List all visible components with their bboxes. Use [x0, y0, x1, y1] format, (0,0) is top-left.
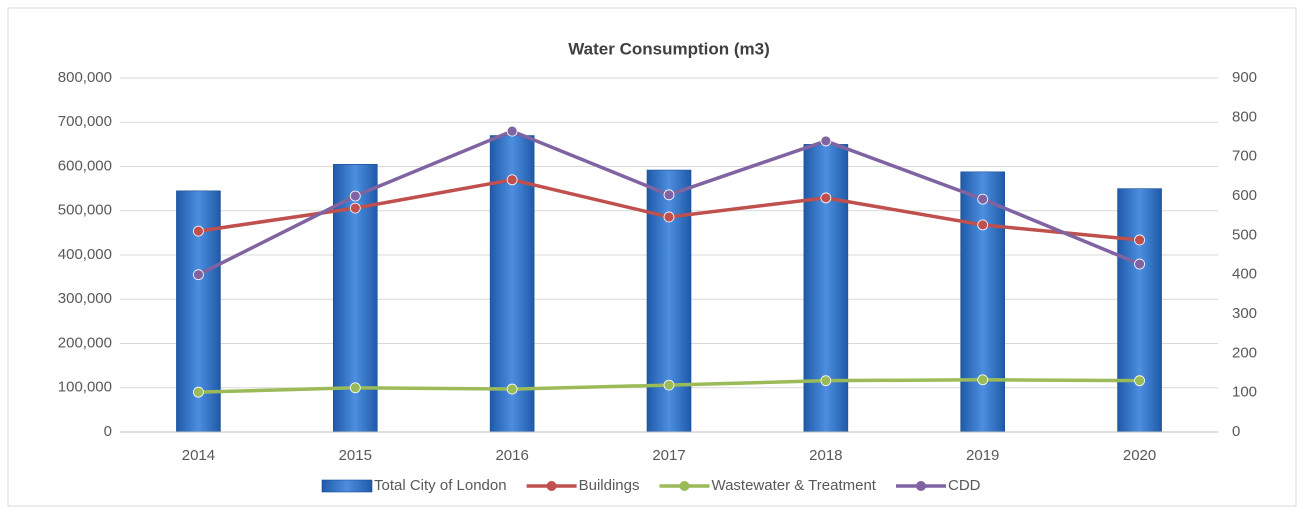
marker	[349, 190, 361, 202]
y-tick-label: 300,000	[58, 290, 112, 307]
marker	[977, 219, 989, 231]
marker	[820, 192, 832, 204]
y2-tick-label: 300	[1232, 305, 1257, 322]
y-tick-label: 500,000	[58, 202, 112, 219]
y2-tick-label: 100	[1232, 384, 1257, 401]
y-tick-label: 600,000	[58, 157, 112, 174]
marker	[663, 211, 675, 223]
y2-tick-label: 500	[1232, 226, 1257, 243]
legend-swatch	[321, 479, 373, 493]
legend-label: CDD	[948, 477, 981, 494]
marker	[349, 382, 361, 394]
bar	[1117, 188, 1162, 433]
y-tick-label: 400,000	[58, 246, 112, 263]
marker	[349, 202, 361, 214]
legend-marker	[546, 481, 557, 491]
x-tick-label: 2017	[652, 447, 685, 464]
marker	[506, 125, 518, 137]
x-tick-label: 2020	[1123, 447, 1156, 464]
x-tick-label: 2019	[966, 447, 999, 464]
marker	[663, 189, 675, 201]
x-tick-label: 2016	[495, 447, 528, 464]
marker	[193, 225, 204, 237]
bar	[646, 169, 692, 433]
y-tick-label: 800,000	[58, 69, 112, 86]
legend-marker	[915, 481, 926, 491]
marker	[193, 269, 204, 281]
legend: Total City of London Buildings Wastewater …	[321, 477, 981, 494]
y-tick-label: 200,000	[58, 334, 112, 351]
y2-tick-label: 800	[1232, 108, 1257, 125]
y2-tick-label: 0	[1232, 423, 1240, 440]
legend-marker	[679, 481, 690, 491]
bar	[803, 144, 849, 433]
chart-title: Water Consumption (m3)	[568, 39, 769, 58]
marker	[1134, 258, 1145, 270]
marker	[977, 374, 989, 386]
y2-tick-label: 600	[1232, 187, 1257, 204]
legend-label: Wastewater & Treatment	[711, 477, 876, 494]
y-tick-label: 0	[104, 423, 112, 440]
x-tick-label: 2014	[182, 447, 215, 464]
marker	[820, 135, 832, 147]
marker	[506, 383, 518, 395]
marker	[977, 193, 989, 205]
marker	[1134, 234, 1145, 246]
y-tick-label: 700,000	[58, 113, 112, 130]
y2-tick-label: 200	[1232, 344, 1257, 361]
y2-tick-label: 700	[1232, 148, 1257, 165]
marker	[506, 174, 518, 186]
marker	[820, 375, 832, 387]
y2-tick-label: 400	[1232, 266, 1257, 283]
y2-tick-label: 900	[1232, 69, 1257, 86]
x-tick-label: 2015	[339, 447, 372, 464]
marker	[1134, 375, 1145, 387]
legend-label: Total City of London	[374, 477, 507, 494]
x-tick-label: 2018	[809, 447, 842, 464]
marker	[193, 386, 204, 398]
legend-label: Buildings	[579, 477, 640, 494]
bar	[960, 171, 1006, 433]
y-tick-label: 100,000	[58, 379, 112, 396]
marker	[663, 379, 675, 391]
